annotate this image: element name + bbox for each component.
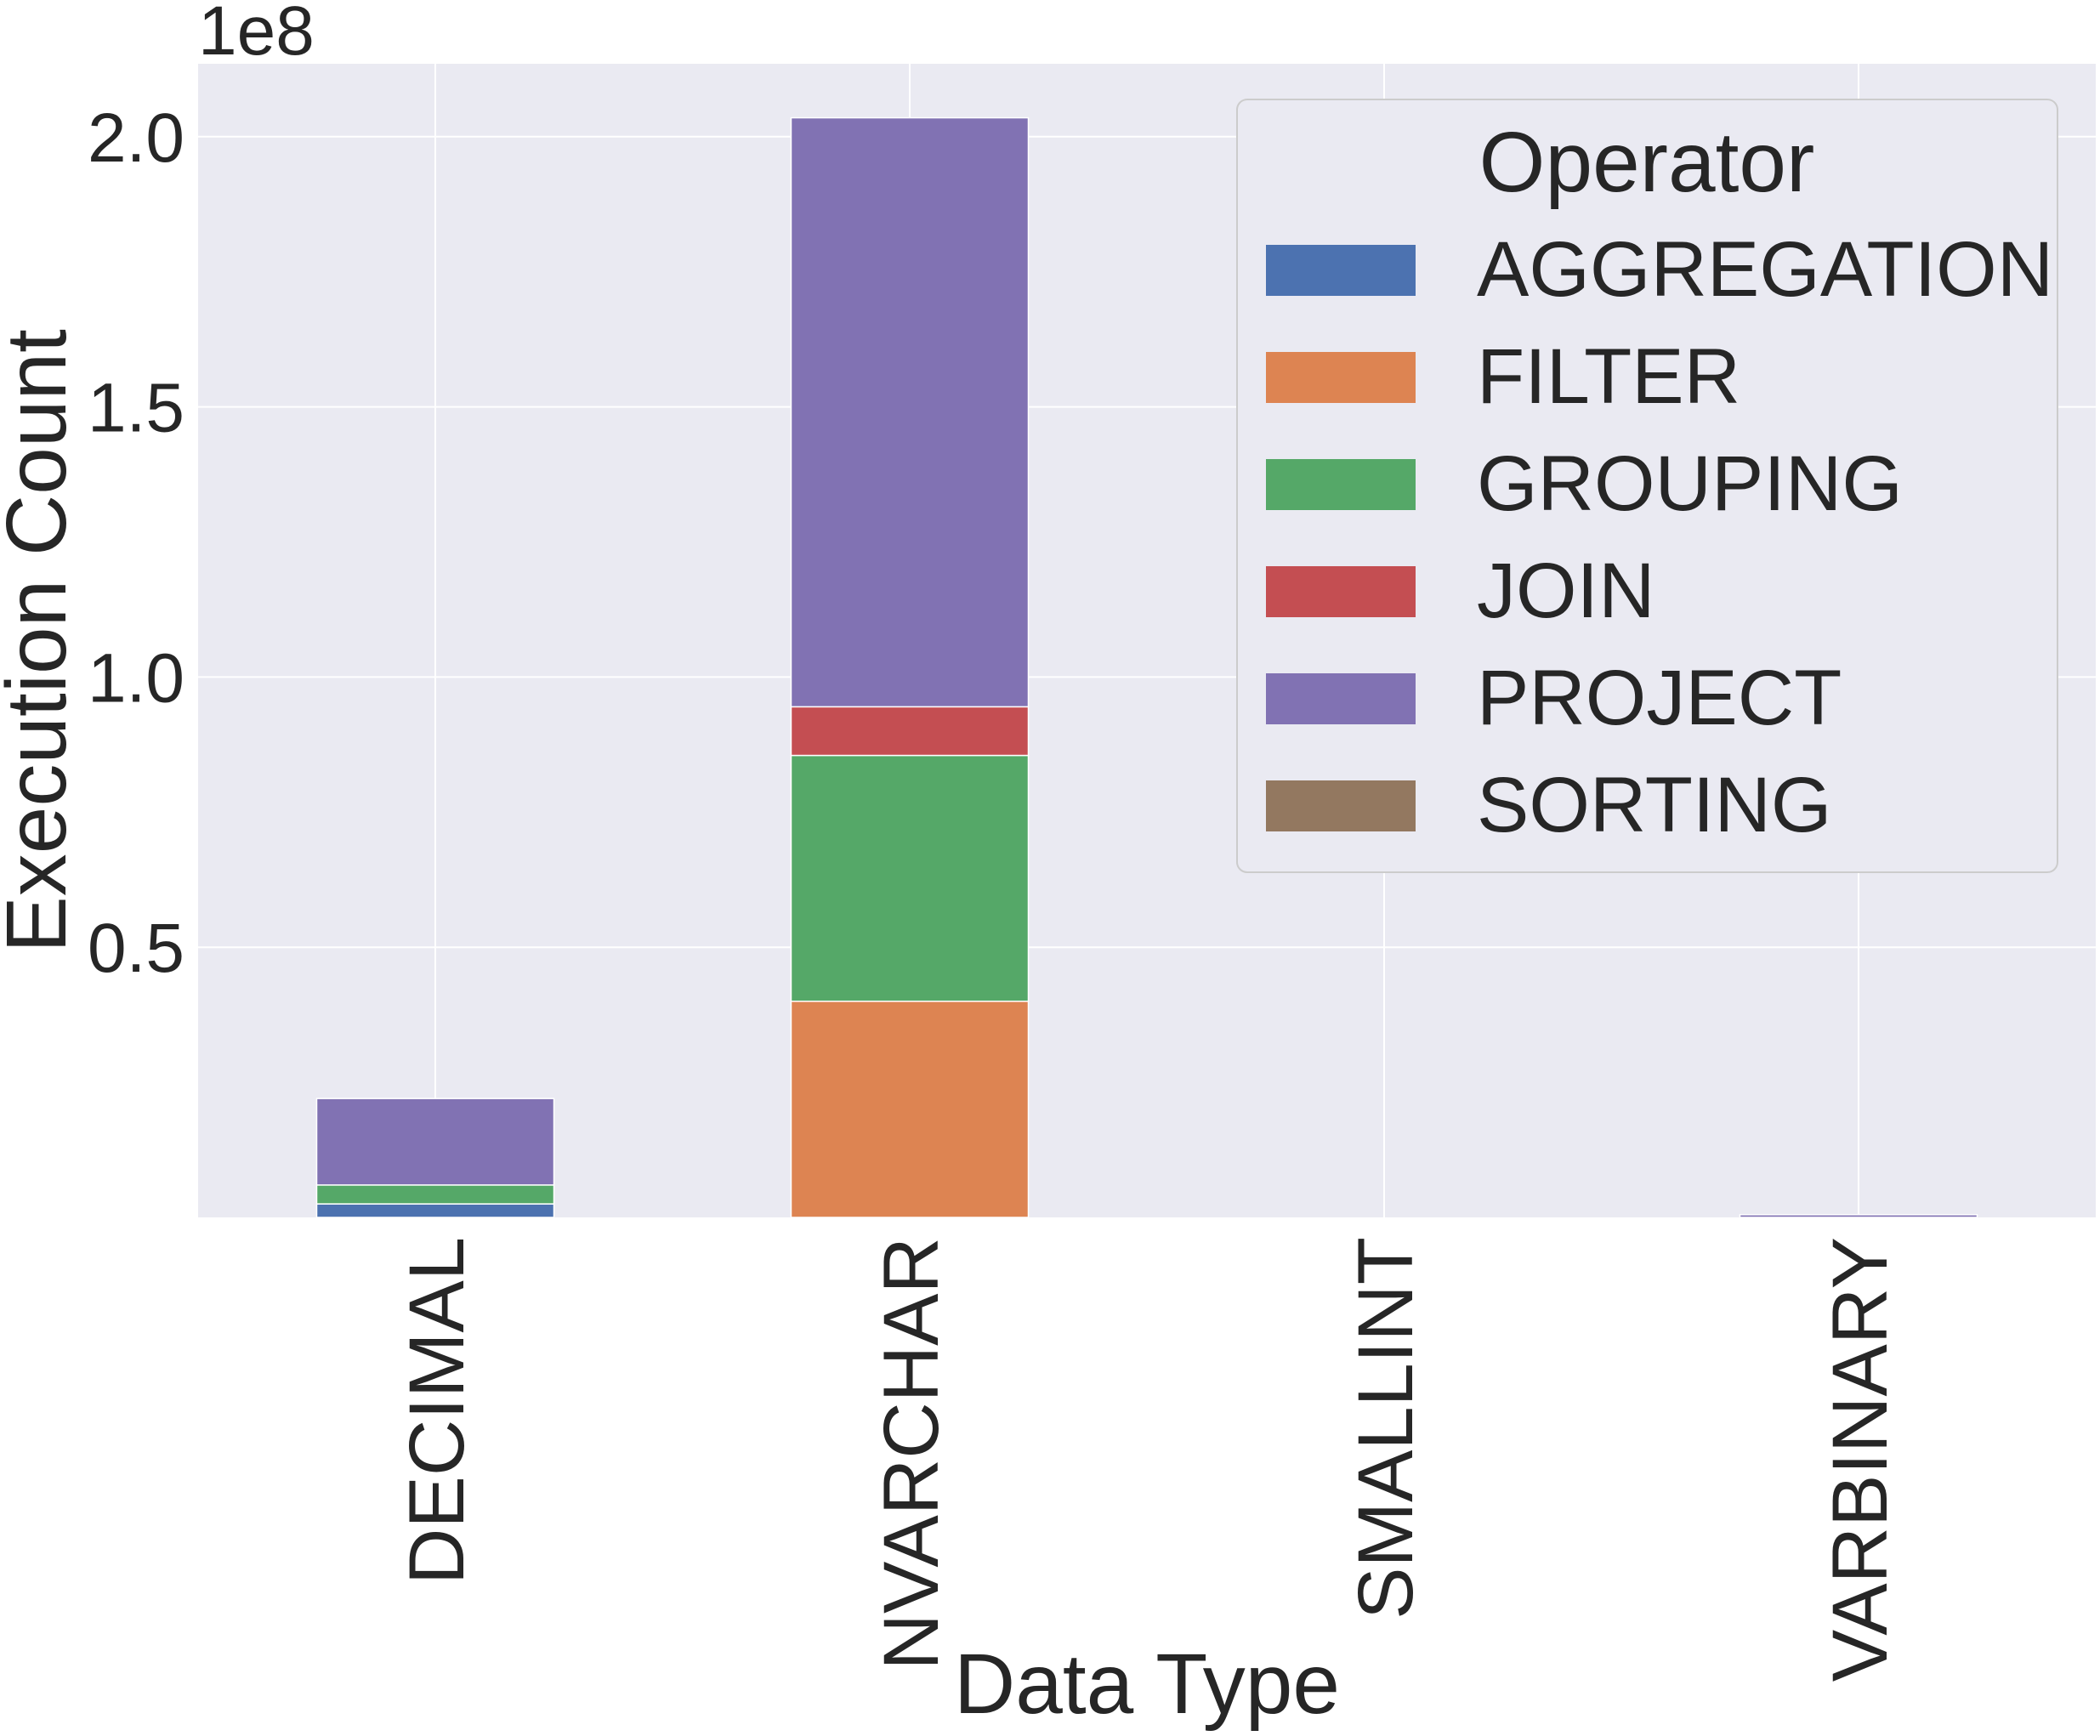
- legend-label-filter: FILTER: [1477, 333, 1740, 420]
- x-axis-label: Data Type: [954, 1637, 1340, 1732]
- x-tick-label: NVARCHAR: [868, 1237, 955, 1670]
- legend-label-join: JOIN: [1477, 547, 1655, 634]
- x-tick-label: VARBINARY: [1817, 1237, 1904, 1682]
- legend-swatch-project: [1266, 673, 1416, 724]
- y-tick-label: 2.0: [88, 99, 184, 177]
- bar-project-nvarchar: [790, 116, 1030, 708]
- legend-frame: [1236, 99, 2058, 873]
- legend-swatch-sorting: [1266, 780, 1416, 831]
- y-tick-labels: 0.5 1.0 1.5 2.0: [88, 99, 184, 987]
- y-tick-label: 1.5: [88, 370, 184, 447]
- legend-label-project: PROJECT: [1477, 655, 1842, 741]
- legend-swatch-filter: [1266, 352, 1416, 403]
- bar-project-varbinary: [1739, 1214, 1978, 1218]
- y-tick-label: 0.5: [88, 910, 184, 987]
- bar-grouping-nvarchar: [790, 754, 1030, 1002]
- legend-label-grouping: GROUPING: [1477, 440, 1903, 527]
- bar-grouping-decimal: [315, 1184, 555, 1205]
- x-tick-label: DECIMAL: [394, 1237, 480, 1585]
- legend-label-sorting: SORTING: [1477, 762, 1831, 848]
- legend: Operator AGGREGATION FILTER GROUPING JOIN PR…: [1236, 99, 2058, 873]
- legend-title: Operator: [1479, 115, 1815, 210]
- x-tick-labels: DECIMAL NVARCHAR SMALLINT VARBINARY: [394, 1237, 1904, 1682]
- y-tick-label: 1.0: [88, 639, 184, 717]
- legend-items: AGGREGATION FILTER GROUPING JOIN PROJECT SORT…: [1266, 226, 2053, 848]
- legend-swatch-grouping: [1266, 459, 1416, 510]
- bar-aggregation-decimal: [315, 1203, 555, 1218]
- bar-filter-nvarchar: [790, 1001, 1030, 1218]
- legend-label-aggregation: AGGREGATION: [1477, 226, 2053, 313]
- bars: [315, 116, 1978, 1218]
- x-tick-label: SMALLINT: [1342, 1237, 1429, 1620]
- y-offset-text: 1e8: [198, 0, 315, 70]
- y-axis-label: Execution Count: [0, 329, 84, 953]
- bar-project-decimal: [315, 1098, 555, 1186]
- legend-swatch-join: [1266, 566, 1416, 617]
- legend-swatch-aggregation: [1266, 245, 1416, 296]
- bar-join-nvarchar: [790, 706, 1030, 757]
